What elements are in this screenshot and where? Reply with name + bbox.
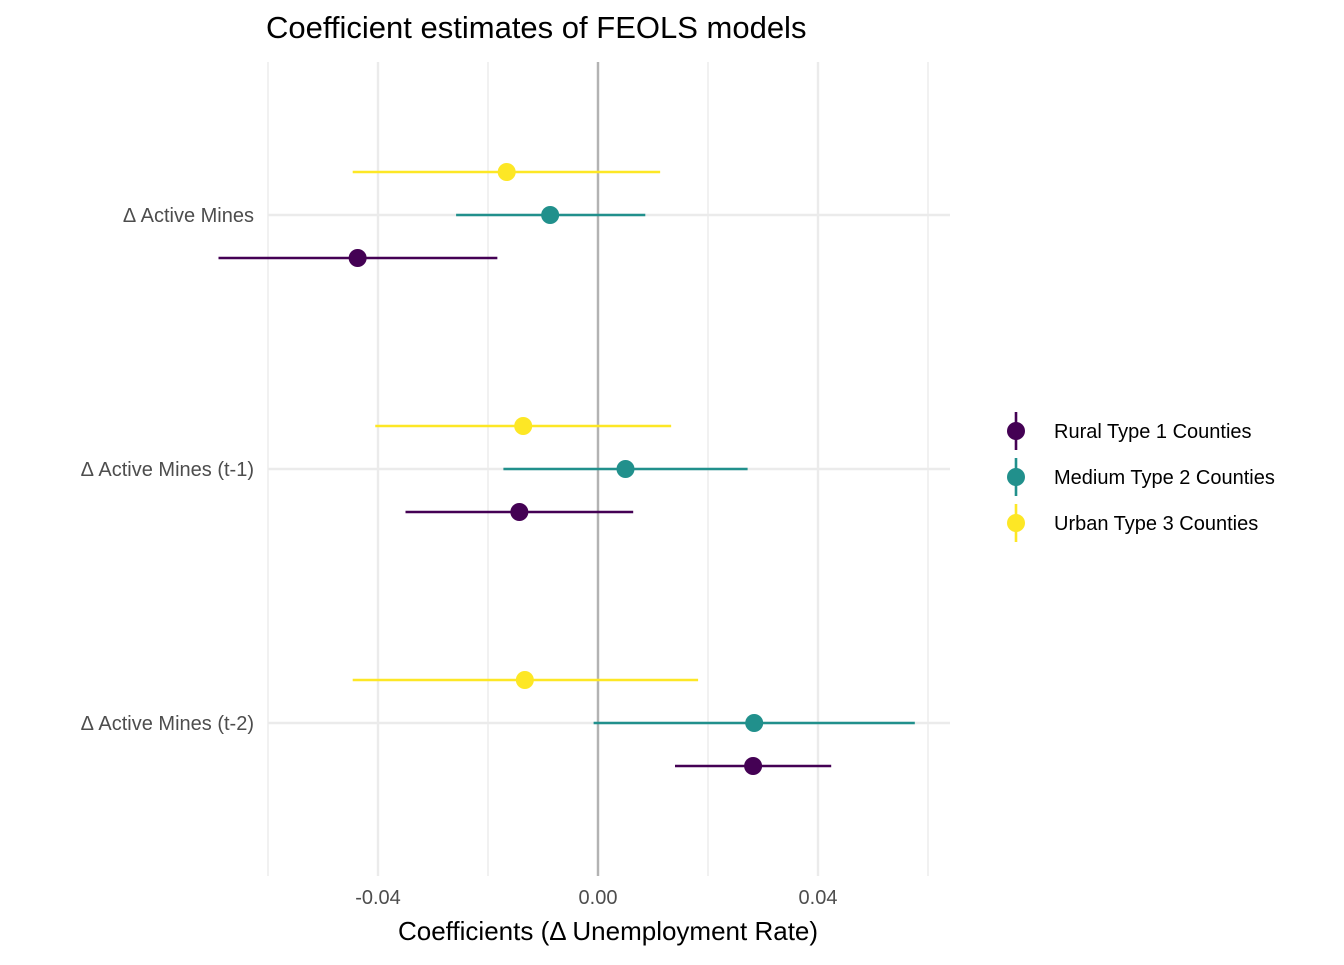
estimate-point <box>616 460 635 478</box>
x-tick-label: 0.00 <box>579 887 618 909</box>
x-tick-label: 0.04 <box>799 887 838 909</box>
legend-key-point <box>1007 422 1025 440</box>
estimate-point <box>745 714 764 732</box>
axis-layer: -0.04 0.00 0.04 Δ Active Mines Δ Active Mine… <box>81 205 838 909</box>
estimate-point <box>510 503 529 521</box>
legend-entry-label: Urban Type 3 Counties <box>1054 513 1258 535</box>
estimate-point <box>514 417 533 435</box>
estimate-point <box>541 206 560 224</box>
legend: Rural Type 1 Counties Medium Type 2 Count… <box>1007 412 1275 542</box>
estimate-point <box>348 249 367 267</box>
estimate-point <box>497 163 516 181</box>
y-category-label: Δ Active Mines (t-2) <box>81 713 254 735</box>
x-tick-label: -0.04 <box>355 887 401 909</box>
estimate-point <box>515 671 534 689</box>
legend-key-point <box>1007 514 1025 532</box>
data-layer <box>218 163 915 775</box>
y-category-label: Δ Active Mines (t-1) <box>81 459 254 481</box>
estimate-point <box>744 757 763 775</box>
legend-entry-label: Rural Type 1 Counties <box>1054 421 1252 443</box>
legend-key-point <box>1007 468 1025 486</box>
x-axis-title: Coefficients (Δ Unemployment Rate) <box>398 916 818 946</box>
legend-entry-label: Medium Type 2 Counties <box>1054 467 1275 489</box>
chart-title: Coefficient estimates of FEOLS models <box>266 10 806 45</box>
y-category-label: Δ Active Mines <box>123 205 254 227</box>
